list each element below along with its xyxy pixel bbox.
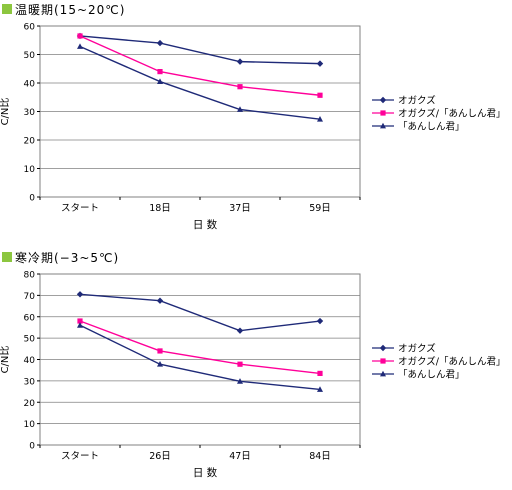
data-point (77, 322, 83, 328)
y-tick-label: 50 (24, 335, 36, 345)
legend-label: オガクズ/「あんしん君」 (398, 356, 506, 368)
x-tick-label: スタート (61, 451, 99, 462)
data-point (317, 386, 323, 392)
series-line (79, 320, 321, 375)
x-tick-label: 26日 (149, 451, 171, 462)
legend-marker (380, 370, 386, 377)
data-point (76, 291, 84, 298)
data-point (156, 297, 164, 304)
chart-title: 温暖期(15~20℃) (15, 2, 126, 17)
y-tick-label: 40 (24, 356, 36, 366)
series-line (79, 35, 321, 96)
legend-label: 「あんしん君」 (398, 370, 465, 381)
legend-label: オガクズ (398, 343, 436, 355)
data-point (317, 370, 323, 376)
y-tick-label: 0 (29, 442, 35, 452)
y-tick-label: 20 (24, 137, 36, 147)
data-point (157, 348, 163, 354)
x-axis-title: 日 数 (193, 218, 218, 231)
y-tick-label: 20 (24, 399, 36, 409)
y-tick-label: 30 (24, 377, 36, 387)
legend-marker (380, 110, 386, 116)
y-tick-label: 60 (24, 313, 36, 323)
series-line (79, 35, 321, 65)
y-tick-label: 10 (24, 420, 36, 430)
series-line (79, 45, 321, 120)
series-line (79, 324, 321, 391)
x-tick-label: 84日 (309, 451, 331, 462)
data-point (157, 69, 163, 75)
chart-title-row: 温暖期(15~20℃) (0, 1, 125, 17)
y-axis-title: C/N比 (0, 346, 11, 374)
data-point (317, 115, 323, 122)
data-point (236, 58, 244, 65)
x-tick-label: 18日 (149, 203, 171, 214)
data-point (157, 361, 163, 367)
title-marker-square (2, 252, 12, 262)
y-tick-label: 30 (24, 108, 36, 118)
y-tick-label: 60 (24, 23, 36, 33)
data-point (237, 84, 243, 90)
data-point (236, 327, 244, 334)
data-point (157, 78, 163, 84)
x-tick-label: 59日 (309, 203, 331, 214)
chart-title-row: 寒冷期(−3~5℃) (0, 249, 119, 265)
data-point (237, 378, 243, 384)
legend-label: オガクズ (398, 95, 436, 107)
legend-marker (380, 358, 386, 364)
x-tick-label: スタート (61, 203, 99, 214)
legend-marker (380, 122, 386, 129)
data-point (316, 317, 324, 325)
y-tick-label: 50 (24, 51, 36, 61)
data-point (77, 318, 83, 324)
x-axis-title: 日 数 (193, 466, 218, 479)
chart-title: 寒冷期(−3~5℃) (15, 250, 120, 265)
data-point (317, 92, 323, 98)
data-point (237, 106, 243, 112)
data-point (156, 39, 164, 47)
data-point (77, 33, 83, 39)
legend-label: 「あんしん君」 (398, 122, 465, 133)
title-marker-square (2, 4, 12, 14)
y-tick-label: 80 (24, 271, 36, 281)
x-tick-label: 47日 (229, 451, 251, 462)
y-tick-label: 40 (24, 80, 36, 90)
y-axis-title: C/N比 (0, 98, 11, 126)
y-tick-label: 10 (24, 165, 36, 175)
legend-marker (379, 344, 387, 352)
legend-label: オガクズ/「あんしん君」 (398, 108, 506, 120)
data-point (77, 43, 83, 49)
series-line (79, 293, 321, 332)
legend-marker (379, 96, 387, 104)
y-tick-label: 70 (24, 292, 36, 302)
data-point (316, 60, 324, 67)
y-tick-label: 0 (29, 194, 35, 204)
data-point (237, 361, 243, 367)
x-tick-label: 37日 (229, 203, 251, 214)
